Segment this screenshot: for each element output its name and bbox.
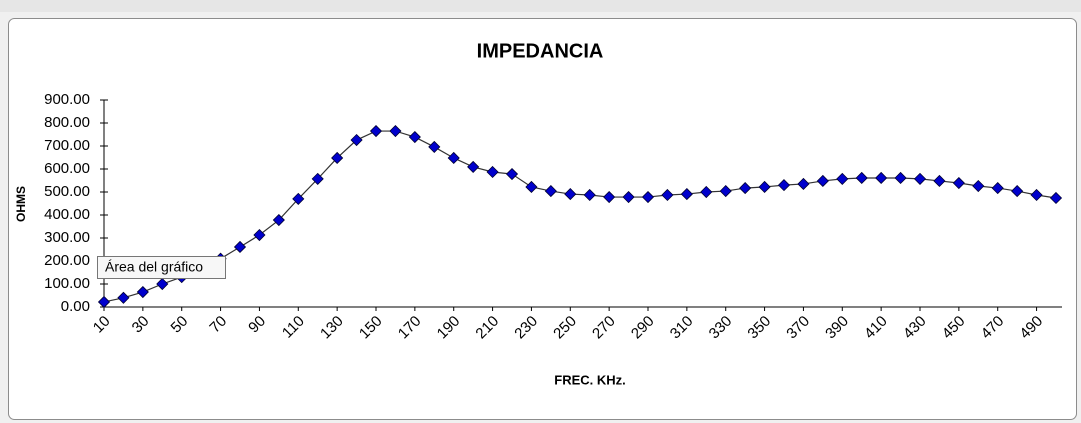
data-marker [233, 240, 247, 254]
y-tick-label: 200.00 [44, 252, 90, 269]
data-marker [136, 285, 149, 299]
data-marker [603, 190, 616, 204]
data-marker [1049, 191, 1063, 205]
data-marker [389, 124, 402, 138]
data-marker [1011, 185, 1024, 198]
data-marker [972, 179, 985, 193]
y-tick-label: 500.00 [44, 183, 90, 200]
data-marker [253, 228, 266, 242]
y-tick-label: 400.00 [44, 206, 90, 223]
data-marker [505, 167, 519, 181]
data-marker [952, 176, 965, 190]
data-marker [797, 177, 810, 191]
data-marker [661, 188, 674, 202]
data-marker [331, 151, 344, 165]
data-marker [719, 185, 732, 198]
data-marker [894, 171, 907, 185]
data-marker [408, 130, 421, 144]
data-marker [486, 165, 499, 179]
data-marker [991, 182, 1004, 195]
y-tick-label: 800.00 [44, 114, 90, 131]
data-marker [913, 172, 927, 185]
data-marker [428, 140, 441, 153]
tooltip-box [97, 256, 226, 279]
tooltip-text: Área del gráfico [105, 259, 203, 275]
data-marker [875, 171, 888, 185]
data-marker [855, 171, 868, 185]
window-top-bar [0, 0, 1081, 12]
data-marker [97, 295, 111, 309]
x-axis-label: FREC. KHz. [554, 372, 626, 387]
data-marker [369, 124, 383, 138]
data-marker [1030, 188, 1043, 202]
data-marker [739, 182, 752, 195]
chart-title: IMPEDANCIA [477, 40, 604, 62]
data-marker [447, 151, 460, 165]
y-tick-label: 600.00 [44, 160, 90, 177]
data-marker [311, 172, 324, 185]
data-marker [156, 277, 169, 291]
data-marker [564, 188, 577, 201]
data-marker [467, 160, 480, 173]
data-marker [292, 192, 305, 205]
chart-area [8, 18, 1077, 420]
data-marker [622, 190, 635, 204]
y-tick-label: 100.00 [44, 275, 90, 292]
data-marker [525, 180, 538, 194]
data-marker [758, 180, 771, 194]
y-tick-label: 300.00 [44, 229, 90, 246]
y-tick-label: 0.00 [61, 298, 90, 315]
data-marker [700, 185, 713, 199]
data-marker [933, 174, 946, 188]
data-marker [117, 291, 130, 304]
data-marker [641, 190, 655, 204]
data-marker [836, 172, 849, 185]
data-marker [583, 188, 596, 202]
y-tick-label: 900.00 [44, 91, 90, 108]
data-marker [350, 133, 363, 147]
y-tick-label: 700.00 [44, 137, 90, 154]
data-marker [777, 179, 791, 192]
data-marker [816, 174, 829, 188]
data-marker [272, 213, 285, 227]
y-axis-label: OHMS [14, 186, 28, 222]
data-marker [680, 188, 693, 201]
data-marker [544, 185, 557, 198]
